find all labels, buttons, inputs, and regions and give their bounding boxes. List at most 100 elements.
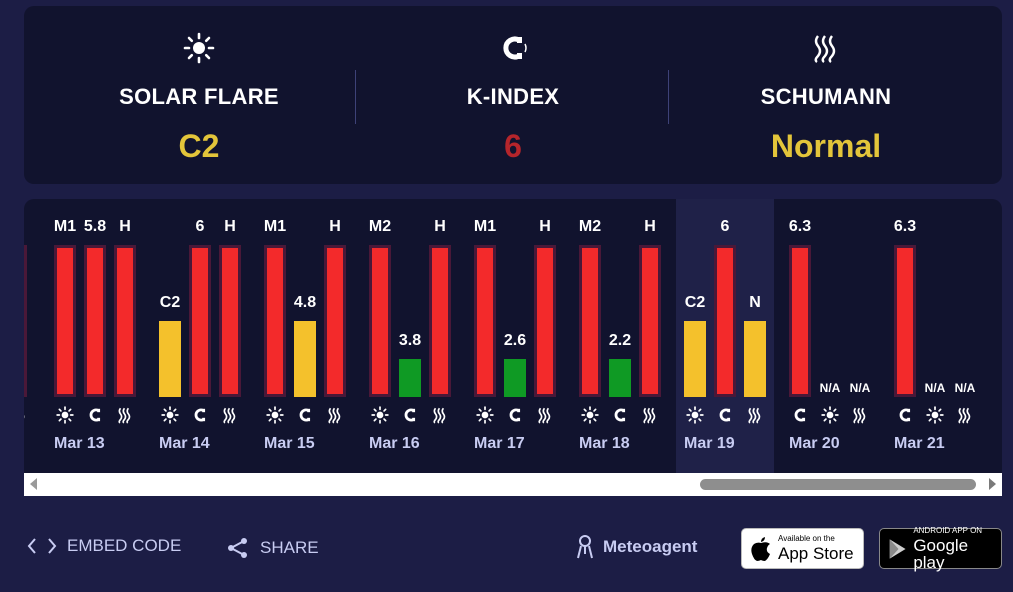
app-store-big-text: App Store (778, 544, 854, 563)
google-play-small-text: ANDROID APP ON (913, 525, 983, 535)
k-index-label: K-INDEX (466, 84, 560, 109)
sun-icon (924, 406, 946, 426)
waves-icon (744, 406, 766, 426)
forecast-chart[interactable]: H M1 5.8 H Mar 13 C2 6 H Mar 14 M1 4.8 H Mar 15 M2 3.8… (24, 199, 1002, 496)
chart-bar[interactable] (504, 359, 526, 397)
magnet-icon (789, 406, 811, 426)
chart-bar[interactable] (219, 245, 241, 397)
magnet-icon (294, 406, 316, 426)
waves-icon (114, 406, 136, 426)
bar-value-label: H (24, 218, 36, 236)
waves-icon (324, 406, 346, 426)
bar-value-label: H (434, 218, 446, 235)
sun-icon (369, 406, 391, 426)
bar-value-label: 6.3 (893, 218, 917, 235)
chart-bar[interactable] (54, 245, 76, 397)
chart-bar[interactable] (429, 245, 451, 397)
day-label: Mar 16 (369, 435, 420, 452)
k-index-value: 6 (504, 128, 522, 164)
chart-bar[interactable] (294, 321, 316, 397)
meteoagent-link[interactable]: Meteoagent (575, 534, 697, 560)
chart-bar[interactable] (714, 245, 736, 397)
horizontal-scrollbar[interactable] (24, 473, 1002, 496)
embed-code-link[interactable]: EMBED CODE (27, 536, 181, 556)
bar-value-label: 6 (195, 218, 205, 235)
bar-value-label: C2 (684, 294, 706, 311)
bar-value-label: N (749, 294, 761, 311)
day-label: Mar 15 (264, 435, 315, 452)
sun-icon (159, 406, 181, 426)
day-label: Mar 21 (894, 435, 945, 452)
solar-flare-value: C2 (178, 128, 220, 164)
bar-label-na: N/A (819, 381, 841, 395)
sun-icon (264, 406, 286, 426)
chart-bar[interactable] (894, 245, 916, 397)
share-link[interactable]: SHARE (226, 536, 319, 560)
sun-icon (474, 406, 496, 426)
chart-bar[interactable] (324, 245, 346, 397)
summary-panel: SOLAR FLARE C2 K-INDEX 6 SCHUMA (24, 6, 1002, 184)
google-play-badge[interactable]: ANDROID APP ON Google play (879, 525, 1002, 571)
bar-value-label: 2.6 (503, 332, 527, 349)
sun-icon (54, 406, 76, 426)
scroll-left-arrow[interactable] (30, 478, 37, 490)
waves-icon (219, 406, 241, 426)
chart-bar[interactable] (84, 245, 106, 397)
sun-icon (579, 406, 601, 426)
chart-bar[interactable] (189, 245, 211, 397)
schumann-label: SCHUMANN (760, 84, 892, 109)
bar-value-label: M1 (263, 218, 287, 235)
chart-bar[interactable] (789, 245, 811, 397)
day-label: Mar 17 (474, 435, 525, 452)
bar-value-label: M1 (53, 218, 77, 235)
magnet-icon (503, 36, 527, 60)
chart-bar[interactable] (24, 245, 27, 397)
chart-bar[interactable] (744, 321, 766, 397)
sun-icon (819, 406, 841, 426)
waves-icon (24, 406, 30, 426)
solar-flare-summary: SOLAR FLARE C2 (43, 6, 355, 184)
bar-value-label: M2 (578, 218, 602, 235)
chart-bar[interactable] (264, 245, 286, 397)
day-label: Mar 20 (789, 435, 840, 452)
summary-divider (668, 70, 669, 124)
bar-value-label: 5.8 (83, 218, 107, 235)
solar-flare-label: SOLAR FLARE (119, 84, 279, 109)
chart-bar[interactable] (639, 245, 661, 397)
chart-bar[interactable] (114, 245, 136, 397)
app-store-badge[interactable]: Available on the App Store (741, 528, 864, 569)
meteoagent-icon (577, 535, 593, 559)
meteoagent-label: Meteoagent (603, 537, 698, 556)
day-label: Mar 19 (684, 435, 735, 452)
schumann-value: Normal (770, 128, 882, 164)
day-label: Mar 14 (159, 435, 210, 452)
waves-icon (814, 35, 836, 63)
scroll-right-arrow[interactable] (989, 478, 996, 490)
scroll-thumb[interactable] (700, 479, 976, 490)
chart-bar[interactable] (534, 245, 556, 397)
bar-label-na: N/A (849, 381, 871, 395)
bar-value-label: H (224, 218, 236, 235)
apple-icon (751, 536, 770, 561)
magnet-icon (189, 406, 211, 426)
play-icon (889, 538, 906, 559)
bar-value-label: H (644, 218, 656, 235)
waves-icon (954, 406, 976, 426)
chart-bar[interactable] (369, 245, 391, 397)
chart-bar[interactable] (159, 321, 181, 397)
day-label: Mar 18 (579, 435, 630, 452)
bar-value-label: M2 (368, 218, 392, 235)
chart-bar[interactable] (609, 359, 631, 397)
magnet-icon (609, 406, 631, 426)
chart-bar[interactable] (399, 359, 421, 397)
embed-code-label: EMBED CODE (67, 536, 182, 555)
bar-label-na: N/A (954, 381, 976, 395)
waves-icon (429, 406, 451, 426)
bar-value-label: M1 (473, 218, 497, 235)
chart-bar[interactable] (474, 245, 496, 397)
chart-bar[interactable] (684, 321, 706, 397)
chart-bar[interactable] (579, 245, 601, 397)
bar-value-label: 6.3 (788, 218, 812, 235)
schumann-summary: SCHUMANN Normal (670, 6, 982, 184)
waves-icon (534, 406, 556, 426)
